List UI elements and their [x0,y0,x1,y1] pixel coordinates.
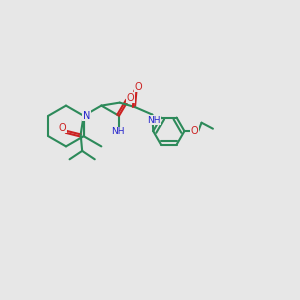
Text: NH: NH [111,127,124,136]
Text: N: N [83,111,90,121]
Text: O: O [134,82,142,92]
Text: O: O [59,123,67,133]
Text: O: O [127,93,134,103]
Text: NH: NH [147,116,160,124]
Text: O: O [191,125,198,136]
